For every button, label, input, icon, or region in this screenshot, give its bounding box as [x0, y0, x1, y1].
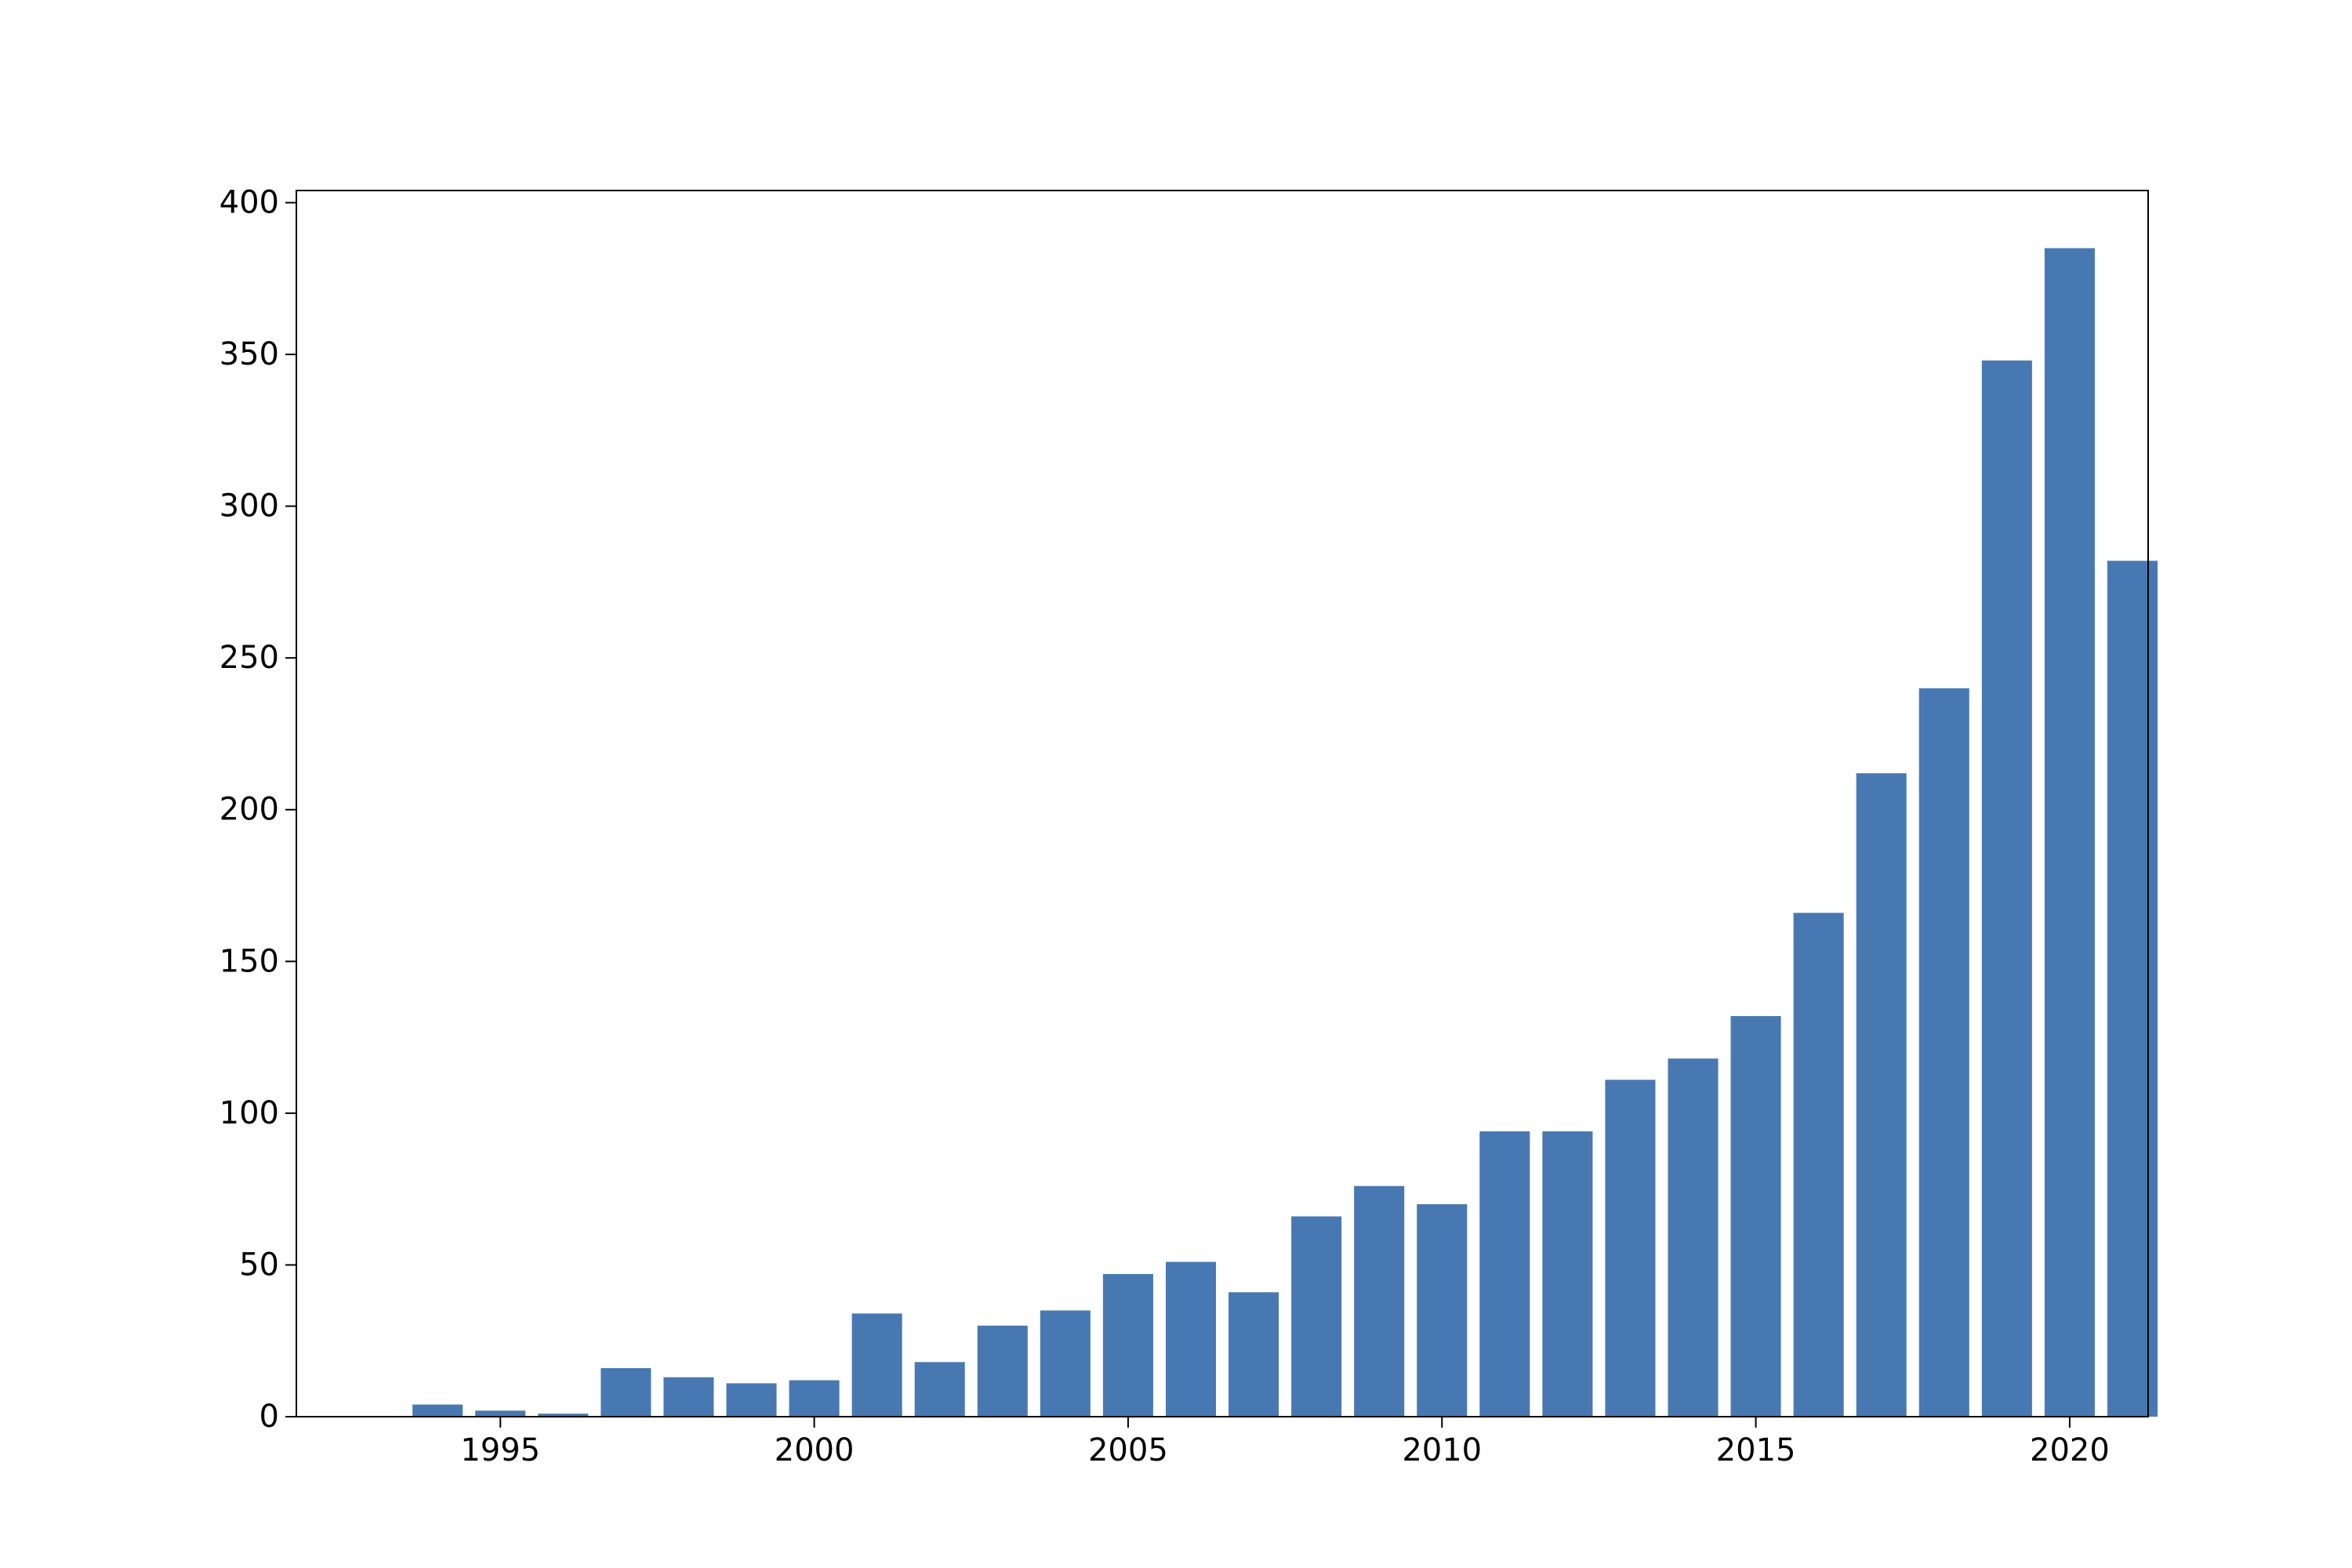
- bar-2005: [1102, 1274, 1153, 1417]
- y-tick-label: 250: [220, 640, 279, 676]
- bar-2006: [1165, 1261, 1216, 1417]
- x-tick-label: 2020: [2030, 1432, 2110, 1468]
- bar-1995: [475, 1410, 526, 1417]
- bars-group: [412, 248, 2158, 1417]
- bar-2001: [851, 1313, 902, 1417]
- bar-2008: [1291, 1216, 1342, 1417]
- x-tick-label: 2000: [775, 1432, 855, 1468]
- x-tick-label: 2010: [1402, 1432, 1482, 1468]
- y-tick-label: 350: [220, 336, 279, 372]
- bar-2007: [1229, 1292, 1279, 1417]
- bar-2019: [1981, 360, 2032, 1417]
- bar-2002: [914, 1362, 965, 1417]
- bar-2010: [1417, 1204, 1468, 1417]
- bar-2018: [1918, 688, 1969, 1417]
- bar-2015: [1730, 1015, 1781, 1417]
- bar-2004: [1040, 1310, 1091, 1417]
- plot-frame: [296, 190, 2149, 1417]
- y-tick-label: 0: [260, 1399, 279, 1435]
- bar-1998: [663, 1377, 714, 1417]
- bar-2009: [1354, 1185, 1405, 1417]
- bar-2003: [977, 1325, 1028, 1417]
- bar-1999: [726, 1383, 777, 1417]
- bar-2014: [1668, 1058, 1719, 1417]
- bar-1997: [601, 1368, 652, 1417]
- y-tick-label: 150: [220, 943, 279, 979]
- y-tick-label: 50: [239, 1247, 279, 1283]
- x-tick-label: 1995: [460, 1432, 540, 1468]
- y-axis: 0 50 100 150 200 250 300 350 400: [220, 184, 296, 1435]
- y-tick-label: 100: [220, 1095, 279, 1131]
- bar-2013: [1605, 1080, 1656, 1417]
- bar-1994: [412, 1404, 463, 1417]
- bar-2016: [1793, 913, 1844, 1417]
- y-tick-label: 400: [220, 184, 279, 220]
- y-tick-label: 200: [220, 792, 279, 828]
- bar-2011: [1479, 1131, 1530, 1417]
- bar-1996: [538, 1414, 589, 1417]
- bar-2021: [2107, 561, 2158, 1417]
- y-tick-label: 300: [220, 488, 279, 524]
- x-axis: 1995 2000 2005 2010 2015 2020: [460, 1417, 2110, 1468]
- bar-2020: [2044, 248, 2095, 1417]
- bar-2012: [1542, 1131, 1593, 1417]
- bar-2017: [1856, 773, 1907, 1417]
- x-tick-label: 2005: [1088, 1432, 1168, 1468]
- x-tick-label: 2015: [1716, 1432, 1796, 1468]
- bar-2000: [789, 1380, 840, 1417]
